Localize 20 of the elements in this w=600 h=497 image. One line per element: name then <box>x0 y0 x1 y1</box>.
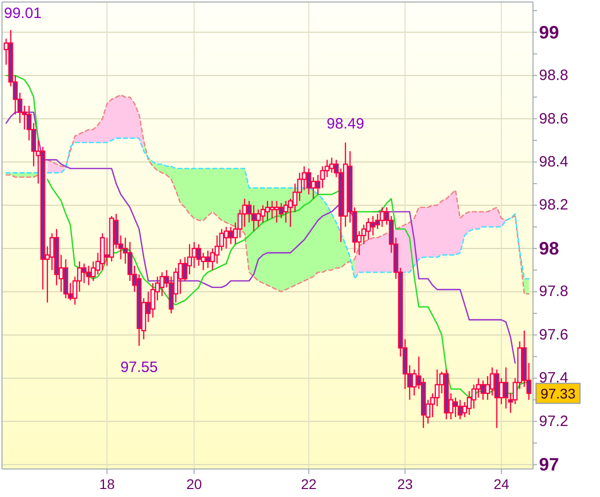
y-tick-label: 97.4 <box>539 370 568 387</box>
x-tick-label: 18 <box>99 476 116 492</box>
x-tick-label: 20 <box>186 476 202 492</box>
y-tick-label: 98.2 <box>539 196 568 214</box>
x-tick-label: 22 <box>300 476 317 492</box>
y-tick-label: 97.2 <box>539 412 568 430</box>
y-tick-label: 98.6 <box>539 110 568 128</box>
annotation: 98.49 <box>326 116 364 133</box>
y-tick-label: 97 <box>539 454 560 475</box>
annotation: 97.55 <box>120 358 158 376</box>
y-tick-label: 98.4 <box>539 153 568 170</box>
x-tick-label: 23 <box>397 476 414 492</box>
y-tick-label: 98 <box>539 238 560 258</box>
text: 97.33 <box>540 385 576 402</box>
y-tick-label: 98.8 <box>539 67 568 84</box>
y-tick-label: 99 <box>539 22 560 42</box>
x-tick-label: 24 <box>494 476 510 492</box>
y-tick-label: 97.8 <box>539 283 568 300</box>
y-tick-label: 97.6 <box>539 326 568 344</box>
annotation: 99.01 <box>4 5 42 22</box>
